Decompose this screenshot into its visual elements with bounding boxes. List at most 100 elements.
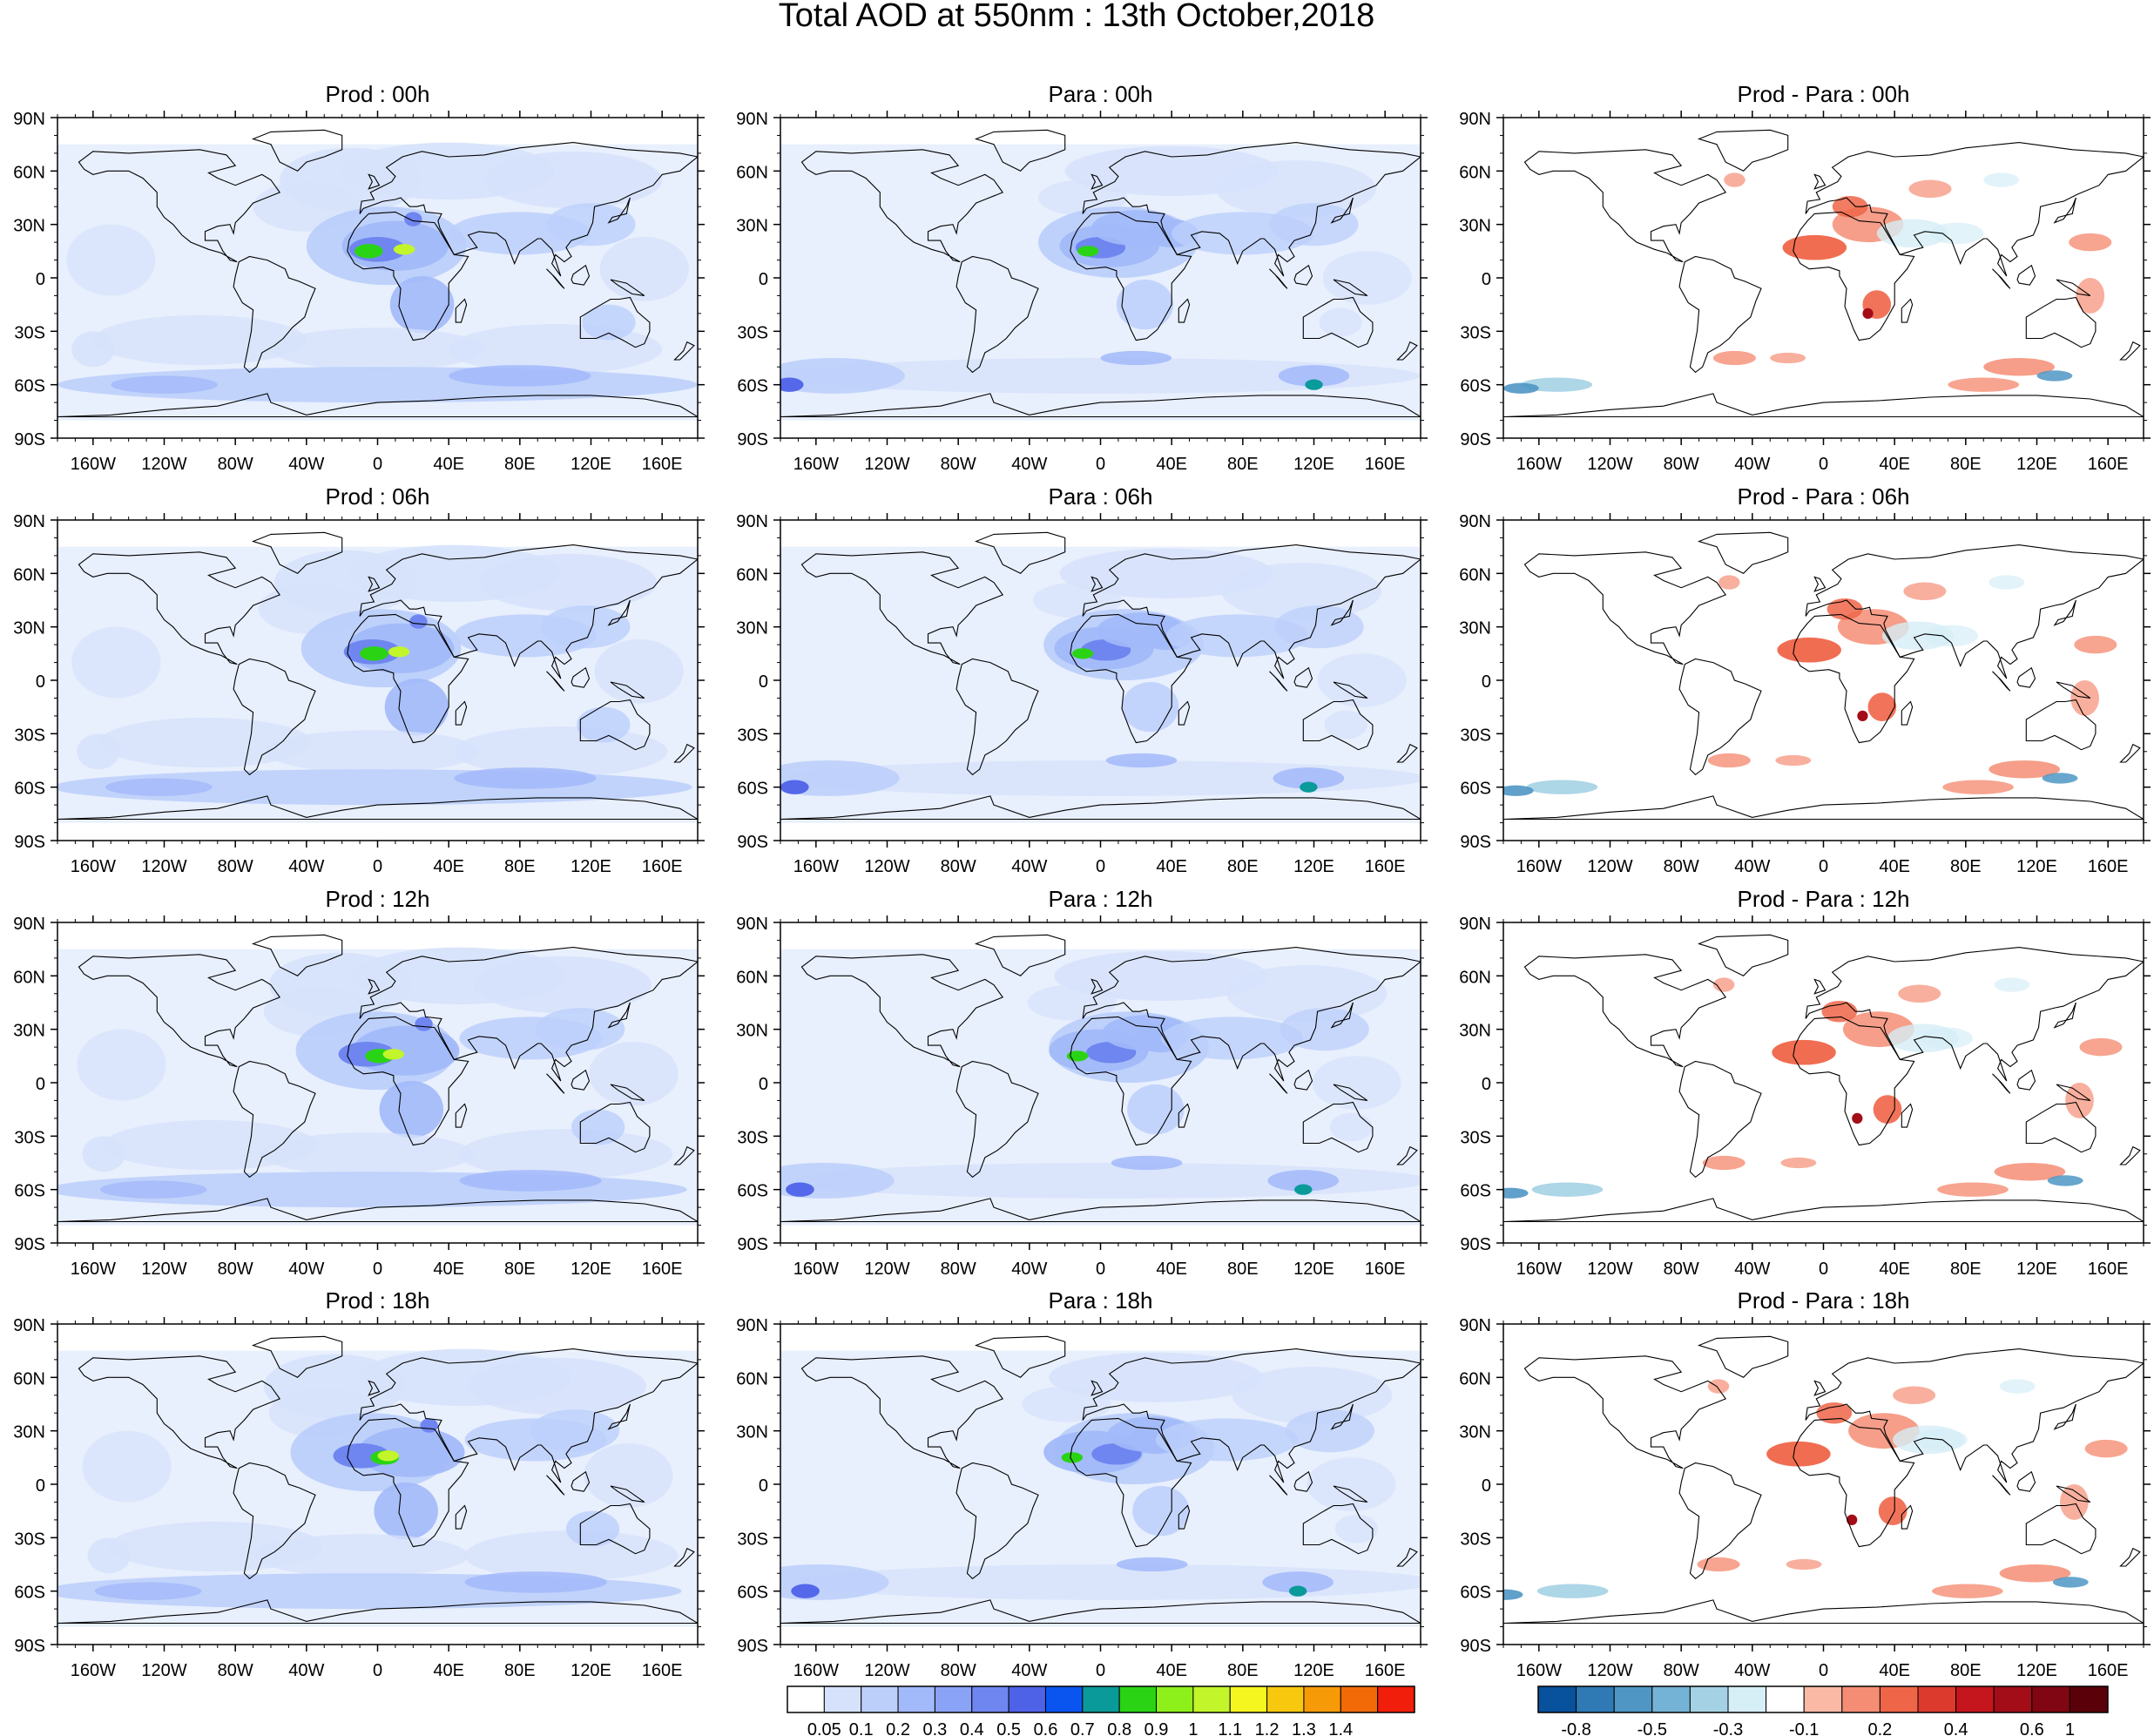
coastline bbox=[1091, 1380, 1104, 1396]
field-feature bbox=[1898, 984, 1941, 1003]
lat-tick-label: 60N bbox=[1459, 565, 1491, 584]
lon-tick-label: 0 bbox=[373, 455, 382, 474]
coastline bbox=[1302, 699, 1374, 751]
coastline bbox=[1269, 1475, 1288, 1496]
coastline bbox=[1523, 551, 1727, 665]
coastline bbox=[347, 211, 469, 341]
field-feature bbox=[1267, 1170, 1340, 1192]
colorbar-label: 0.3 bbox=[923, 1720, 948, 1736]
field-feature bbox=[2060, 1484, 2089, 1520]
coastline bbox=[955, 658, 1039, 776]
coastline bbox=[2119, 1547, 2141, 1567]
colorbar-swatch bbox=[1537, 1685, 1577, 1713]
lat-tick-label: 30N bbox=[13, 217, 45, 236]
lat-tick-label: 90S bbox=[1460, 833, 1491, 852]
colorbar-label: 0.9 bbox=[1145, 1720, 1169, 1736]
field-feature bbox=[464, 1571, 607, 1593]
lon-tick-label: 160E bbox=[2088, 1260, 2129, 1279]
coastline bbox=[1293, 1069, 1313, 1091]
colorbar-swatch bbox=[1727, 1685, 1767, 1713]
lon-tick-label: 40W bbox=[288, 1260, 324, 1279]
field-feature bbox=[1027, 984, 1117, 1021]
field-feature bbox=[780, 760, 900, 796]
field-feature bbox=[454, 726, 668, 777]
coastline bbox=[1503, 393, 2144, 418]
lat-tick-label: 30N bbox=[736, 619, 768, 638]
field-feature bbox=[1766, 1441, 1831, 1467]
colorbar-swatch bbox=[1156, 1685, 1194, 1713]
coastline bbox=[974, 531, 1066, 574]
coastline bbox=[1901, 700, 1914, 726]
field-feature bbox=[377, 1450, 399, 1462]
coastline bbox=[2119, 1145, 2141, 1165]
coastline bbox=[1992, 1073, 2011, 1094]
field-feature bbox=[1294, 1184, 1313, 1195]
data-field bbox=[1503, 922, 2144, 1243]
lon-tick-label: 40W bbox=[288, 455, 324, 474]
lat-tick-label: 60N bbox=[13, 1369, 45, 1388]
lat-tick-label: 30N bbox=[1459, 1022, 1491, 1041]
colorbar-swatch bbox=[823, 1685, 862, 1713]
lon-tick-label: 80E bbox=[1227, 455, 1259, 474]
field-feature bbox=[393, 244, 415, 255]
coastline bbox=[1678, 1462, 1762, 1580]
colorbar-label: 1 bbox=[1188, 1720, 1198, 1736]
colorbar-swatch bbox=[897, 1685, 935, 1713]
data-field bbox=[57, 520, 698, 841]
lon-tick-label: 120W bbox=[864, 1661, 909, 1680]
map-panel-para-18h: Para : 18h 90N 60N 30N 0 30S 60S 90S 160W 120W 80W… bbox=[736, 1287, 1428, 1680]
colorbar-label: 1.4 bbox=[1328, 1720, 1353, 1736]
map-panel-para-06h: Para : 06h 90N 60N 30N 0 30S 60S 90S 160W 120W 80W… bbox=[736, 483, 1428, 876]
coastline bbox=[1330, 197, 1354, 224]
field-feature bbox=[449, 365, 591, 387]
field-feature bbox=[384, 678, 449, 736]
colorbar-swatch bbox=[1229, 1685, 1268, 1713]
lon-tick-label: 120W bbox=[1587, 857, 1632, 876]
coastline bbox=[1523, 149, 1727, 263]
data-field bbox=[57, 1324, 698, 1645]
field-feature bbox=[1061, 1452, 1084, 1463]
colorbar-label: -0.1 bbox=[1789, 1720, 1819, 1736]
field-feature bbox=[105, 778, 213, 796]
coastline bbox=[347, 1016, 469, 1146]
lat-tick-label: 0 bbox=[36, 1476, 45, 1496]
coastline bbox=[368, 576, 381, 592]
coastline bbox=[359, 947, 698, 1082]
coastline bbox=[1333, 1485, 1368, 1503]
field-feature bbox=[87, 1537, 131, 1574]
field-feature bbox=[1786, 1558, 1822, 1571]
colorbar-label: 0.8 bbox=[1107, 1720, 1131, 1736]
lat-tick-label: 30S bbox=[14, 1530, 45, 1549]
coastline bbox=[2053, 197, 2076, 224]
field-feature bbox=[1503, 382, 1539, 394]
field-feature bbox=[1862, 307, 1874, 320]
lon-tick-label: 80E bbox=[504, 1661, 536, 1680]
field-feature bbox=[1216, 160, 1376, 218]
lon-tick-label: 120E bbox=[1293, 857, 1334, 876]
colorbar-label: 0.6 bbox=[1034, 1720, 1058, 1736]
colorbar-swatch bbox=[1993, 1685, 2033, 1713]
coastline bbox=[1793, 613, 1915, 744]
coastline bbox=[78, 1355, 281, 1469]
lon-tick-label: 120E bbox=[571, 1260, 611, 1279]
lon-tick-label: 120E bbox=[2016, 455, 2057, 474]
coastline bbox=[546, 1475, 565, 1496]
field-feature bbox=[1983, 358, 2055, 376]
field-feature bbox=[94, 1582, 202, 1600]
coastline bbox=[78, 551, 281, 665]
field-feature bbox=[1536, 1584, 1609, 1598]
lat-tick-label: 90S bbox=[737, 1637, 768, 1656]
field-feature bbox=[2084, 1439, 2128, 1458]
map-panel-para-00h: Para : 00h 90N 60N 30N 0 30S 60S 90S 160W 120W 80W… bbox=[736, 81, 1428, 474]
field-feature bbox=[536, 1008, 625, 1051]
coastline bbox=[579, 1101, 651, 1153]
lon-tick-label: 80W bbox=[218, 1260, 253, 1279]
colorbar-swatch bbox=[2031, 1685, 2070, 1713]
field-feature bbox=[66, 224, 156, 296]
lon-tick-label: 160W bbox=[71, 455, 116, 474]
lon-tick-label: 160E bbox=[1365, 455, 1406, 474]
coastline bbox=[1813, 978, 1827, 995]
panel-title: Prod : 18h bbox=[326, 1287, 430, 1314]
lon-tick-label: 120W bbox=[1587, 455, 1632, 474]
lon-tick-label: 160E bbox=[1365, 1260, 1406, 1279]
